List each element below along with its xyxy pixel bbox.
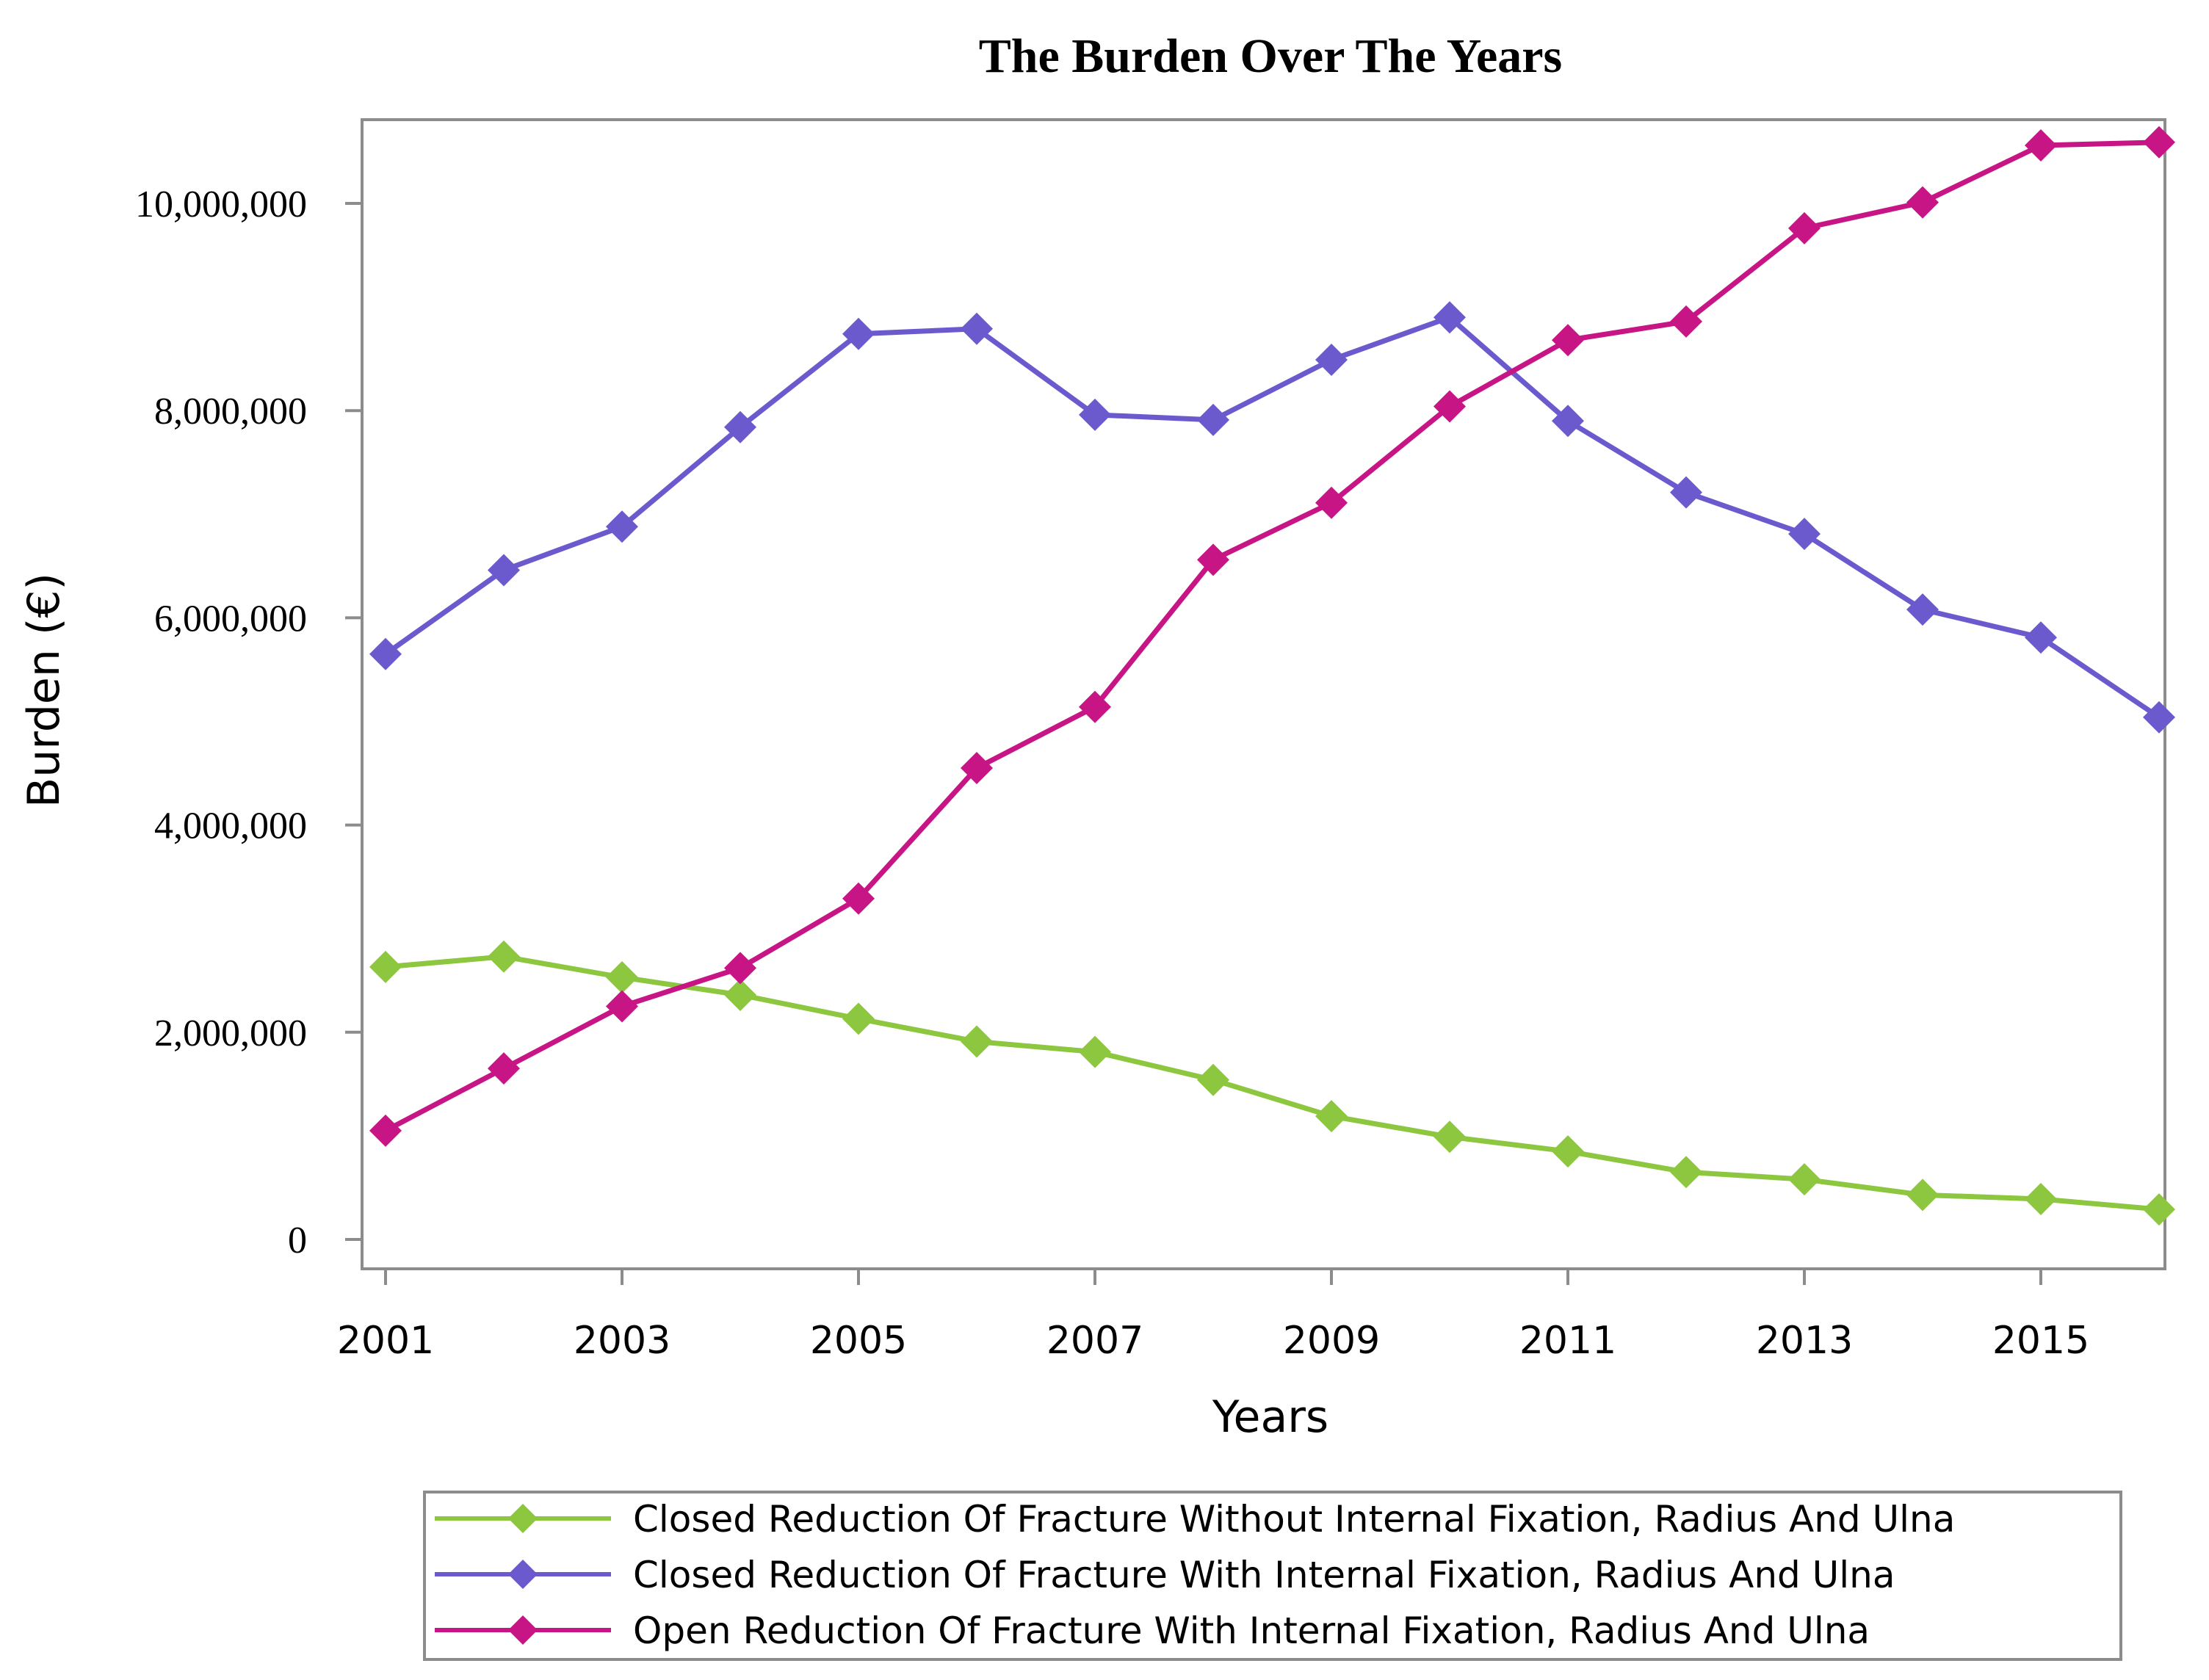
data-point [842, 1002, 875, 1035]
legend-marker [508, 1615, 538, 1645]
data-point [606, 961, 638, 994]
data-point [2025, 1182, 2057, 1215]
x-axis-label: Years [1212, 1391, 1328, 1443]
x-tick-label: 2011 [1519, 1319, 1616, 1363]
y-tick-label: 0 [288, 1220, 307, 1261]
legend-item: Open Reduction Of Fracture With Internal… [435, 1610, 1870, 1652]
x-tick-label: 2001 [337, 1319, 434, 1363]
data-point [606, 510, 638, 543]
series-line [384, 140, 2160, 1133]
data-point [1906, 593, 1939, 626]
data-point [1906, 1178, 1939, 1212]
y-tick-label: 10,000,000 [135, 184, 307, 225]
legend-label: Closed Reduction Of Fracture Without Int… [633, 1498, 1955, 1540]
x-tick-label: 2007 [1046, 1319, 1143, 1363]
y-tick-label: 6,000,000 [154, 598, 307, 640]
data-point [1434, 301, 1466, 334]
legend-label: Closed Reduction Of Fracture With Intern… [633, 1554, 1895, 1596]
x-tick-label: 2009 [1283, 1319, 1380, 1363]
data-point [1197, 403, 1229, 436]
series-2 [369, 301, 2175, 734]
data-point [961, 1025, 993, 1058]
y-tick-label: 8,000,000 [154, 391, 307, 432]
data-point [2143, 1193, 2175, 1226]
legend-marker [508, 1504, 538, 1533]
data-point [488, 1052, 520, 1085]
series-3 [369, 126, 2175, 1147]
data-point [1552, 324, 1584, 357]
data-point [488, 554, 520, 587]
data-point [724, 410, 756, 443]
x-tick-label: 2015 [1992, 1319, 2089, 1363]
plot-frame [361, 118, 2166, 1270]
data-point [2025, 621, 2057, 654]
chart-title: The Burden Over The Years [979, 29, 1562, 83]
data-point [606, 990, 638, 1023]
data-point [369, 950, 402, 983]
legend-label: Open Reduction Of Fracture With Internal… [633, 1610, 1870, 1652]
x-tick-label: 2013 [1756, 1319, 1853, 1363]
data-point [724, 979, 756, 1012]
data-point [1315, 344, 1348, 377]
x-tick-label: 2005 [810, 1319, 907, 1363]
series-line [383, 314, 2161, 720]
y-tick-label: 2,000,000 [154, 1013, 307, 1054]
data-point [724, 952, 756, 985]
data-point [1434, 390, 1466, 423]
data-point [369, 637, 402, 670]
data-point [1197, 543, 1229, 576]
data-point [842, 882, 875, 915]
data-point [961, 312, 993, 345]
legend-items: Closed Reduction Of Fracture Without Int… [435, 1498, 1955, 1652]
data-point [1079, 690, 1111, 723]
data-point [1788, 518, 1821, 551]
x-axis: 2001 2003 2005 2007 2009 2011 2013 2015 [337, 1269, 2089, 1363]
data-point [1670, 476, 1702, 509]
data-point [1670, 1156, 1702, 1189]
data-point [2143, 126, 2175, 159]
data-point [1315, 486, 1348, 519]
y-axis: 0 2,000,000 4,000,000 6,000,000 8,000,000 10,… [135, 184, 362, 1261]
data-point [1315, 1100, 1348, 1133]
data-point [1434, 1120, 1466, 1154]
data-point [1552, 1135, 1584, 1168]
data-point [842, 317, 875, 350]
data-point [488, 940, 520, 973]
legend-marker [508, 1560, 538, 1589]
data-point [1197, 1063, 1229, 1096]
data-point [369, 1114, 402, 1147]
data-point [1788, 1163, 1821, 1196]
data-point [2143, 700, 2175, 734]
data-point [1670, 305, 1702, 338]
legend-item: Closed Reduction Of Fracture With Intern… [435, 1554, 1895, 1596]
data-point [961, 751, 993, 784]
data-point [1079, 1035, 1111, 1068]
data-point [1906, 186, 1939, 219]
data-point [1788, 211, 1821, 245]
legend-item: Closed Reduction Of Fracture Without Int… [435, 1498, 1955, 1540]
data-point [1079, 398, 1111, 431]
y-axis-label: Burden (€) [18, 573, 70, 808]
data-point [2025, 128, 2057, 162]
legend-frame [423, 1491, 2122, 1661]
data-point [1552, 405, 1584, 438]
x-tick-label: 2003 [574, 1319, 670, 1363]
legend: Closed Reduction Of Fracture Without Int… [423, 1491, 2122, 1661]
series-layer [369, 126, 2175, 1226]
y-tick-label: 4,000,000 [154, 805, 307, 847]
